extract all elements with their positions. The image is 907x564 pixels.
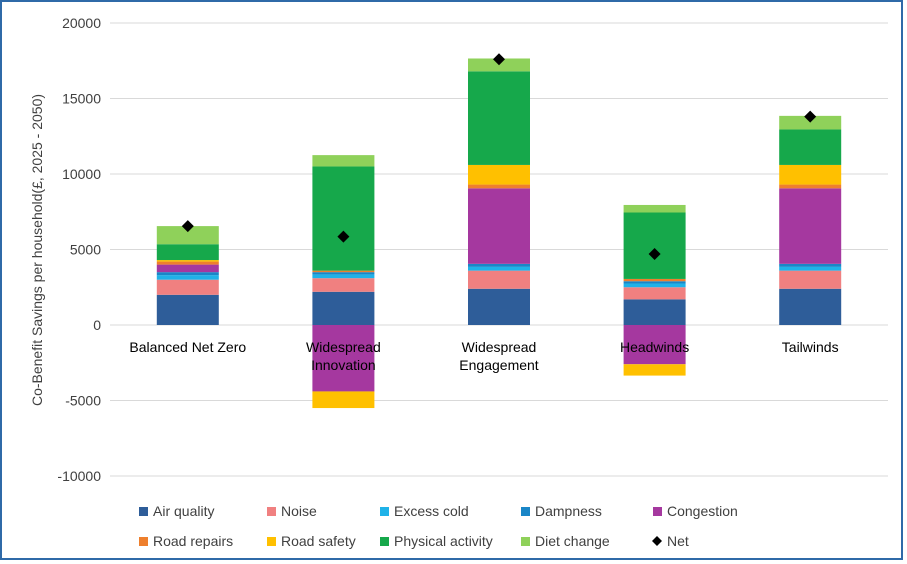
bar-segment <box>156 272 219 276</box>
y-axis-title: Co-Benefit Savings per household(£, 2025… <box>29 94 45 406</box>
bar-segment <box>312 325 375 392</box>
bar-segment <box>468 288 530 325</box>
bar-segment <box>623 287 686 300</box>
bar-segment <box>468 266 530 271</box>
net-marker <box>648 248 661 261</box>
bar-segment <box>312 391 375 409</box>
bar-segment <box>623 364 686 376</box>
legend-swatch <box>139 507 148 516</box>
legend-swatch <box>380 537 389 546</box>
y-axis-ticks: -10000 -5000 0 5000 10000 15000 20000 <box>57 15 101 484</box>
bar-segment <box>468 270 530 289</box>
bar-segment <box>623 278 686 282</box>
bar-segment <box>468 184 530 189</box>
bar-segment <box>156 275 219 280</box>
bar-segment <box>312 270 375 273</box>
x-category-label: Widespread Engagement <box>459 339 539 373</box>
bar-segment <box>312 278 375 292</box>
bar-segment <box>468 263 530 267</box>
x-category-label: Widespread Innovation <box>306 339 381 373</box>
legend-label: Air quality <box>153 503 214 519</box>
bar-segment <box>312 155 375 167</box>
legend-label: Net <box>667 533 689 549</box>
y-tick-label: 5000 <box>70 242 101 258</box>
legend-label: Road safety <box>281 533 356 549</box>
bar-segment <box>468 188 530 264</box>
bar-segment <box>779 115 842 130</box>
bar-segment <box>779 266 842 271</box>
bars <box>156 58 842 409</box>
bar-segment <box>623 283 686 288</box>
legend: Air quality Noise Excess cold Dampness Conge… <box>139 503 738 549</box>
y-tick-label: 20000 <box>62 15 101 31</box>
y-tick-label: 15000 <box>62 91 101 107</box>
bar-segment <box>779 270 842 289</box>
bar-segment <box>779 164 842 185</box>
legend-swatch <box>521 507 530 516</box>
x-category-label: Balanced Net Zero <box>129 339 246 355</box>
bar-segment <box>156 226 219 245</box>
legend-swatch <box>521 537 530 546</box>
category-labels: Balanced Net Zero Widespread Innovation Wid… <box>129 339 838 373</box>
legend-swatch <box>139 537 148 546</box>
legend-label: Noise <box>281 503 317 519</box>
y-tick-label: -10000 <box>57 468 101 484</box>
legend-swatch <box>653 507 662 516</box>
bar-segment <box>779 263 842 267</box>
legend-swatch <box>267 507 276 516</box>
legend-marker-net <box>652 536 662 546</box>
y-tick-label: -5000 <box>65 393 101 409</box>
bar-segment <box>156 260 219 262</box>
bar-segment <box>779 129 842 165</box>
bar-segment <box>779 288 842 325</box>
net-marker <box>181 220 194 233</box>
net-marker <box>493 53 505 66</box>
legend-label: Physical activity <box>394 533 493 549</box>
bar-segment <box>312 272 375 275</box>
legend-label: Excess cold <box>394 503 469 519</box>
net-markers <box>181 53 817 261</box>
bar-segment <box>779 188 842 264</box>
legend-swatch <box>267 537 276 546</box>
bar-segment <box>623 281 686 284</box>
bar-segment <box>779 184 842 189</box>
x-category-label: Tailwinds <box>782 339 839 355</box>
bar-segment <box>623 299 686 325</box>
net-marker <box>804 110 817 123</box>
legend-label: Dampness <box>535 503 602 519</box>
bar-segment <box>312 291 375 325</box>
bar-segment <box>468 164 530 185</box>
y-tick-label: 10000 <box>62 166 101 182</box>
x-category-label: Headwinds <box>620 339 689 355</box>
bar-segment <box>623 325 686 365</box>
bar-segment <box>156 261 219 265</box>
legend-label: Diet change <box>535 533 610 549</box>
bar-segment <box>623 204 686 213</box>
bar-segment <box>156 294 219 325</box>
bar-segment <box>156 244 219 261</box>
bar-segment <box>156 279 219 295</box>
legend-swatch <box>380 507 389 516</box>
legend-label: Congestion <box>667 503 738 519</box>
y-tick-label: 0 <box>93 317 101 333</box>
bar-segment <box>312 166 375 271</box>
net-marker <box>337 230 350 243</box>
bar-segment <box>623 212 686 279</box>
bar-segment <box>468 71 530 165</box>
legend-label: Road repairs <box>153 533 233 549</box>
bar-segment <box>156 264 219 273</box>
bar-segment <box>312 274 375 279</box>
